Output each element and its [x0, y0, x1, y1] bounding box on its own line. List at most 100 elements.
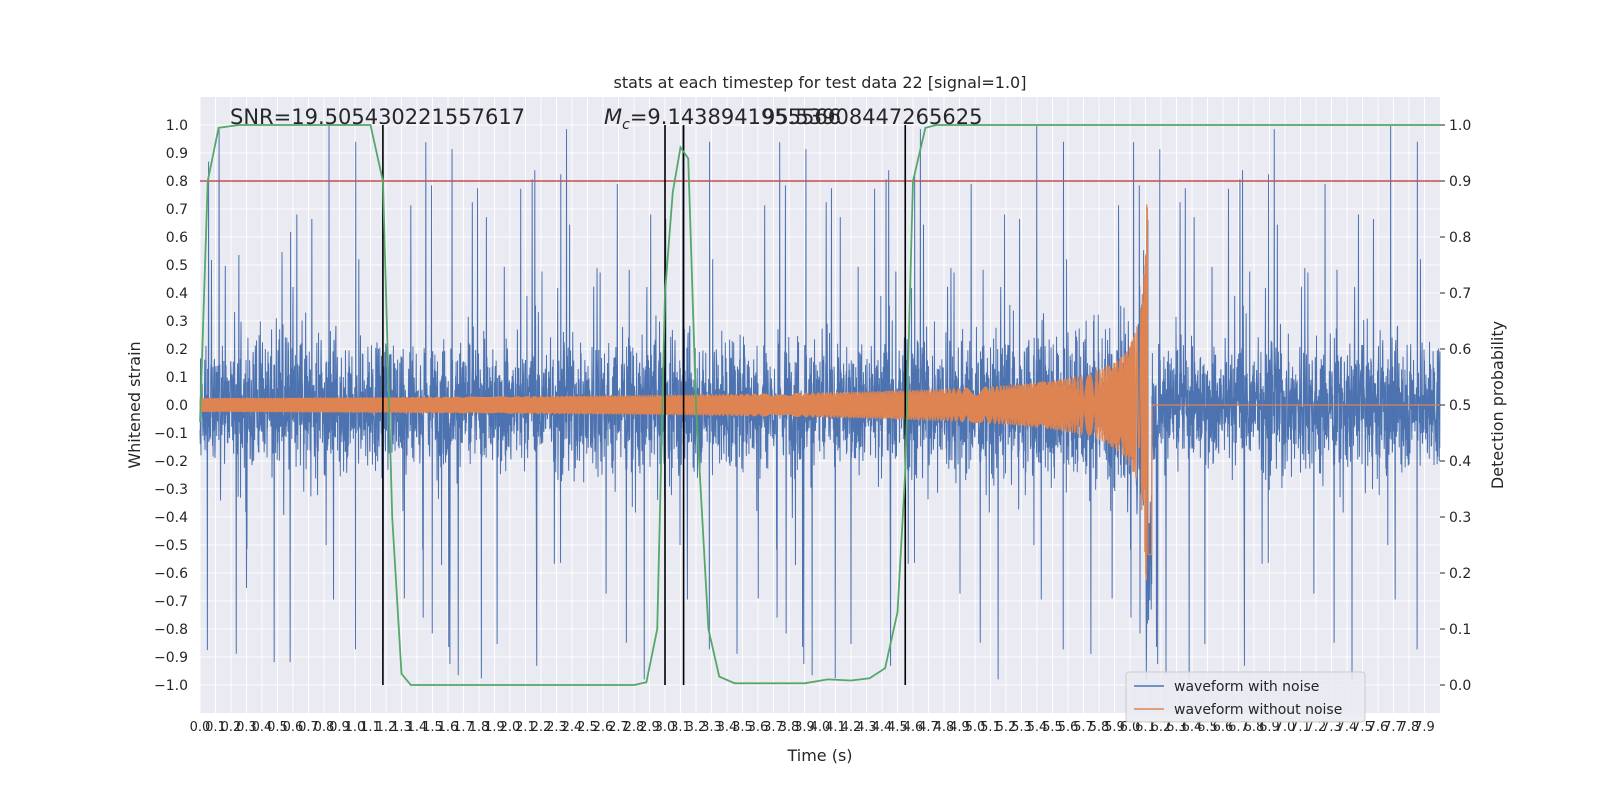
- y2-tick-label: 1.0: [1449, 118, 1471, 134]
- legend-label-noise: waveform with noise: [1174, 679, 1319, 695]
- chirp-mass-value: =9.1438941955566: [630, 105, 841, 129]
- x-tick-label: 1.8: [469, 720, 490, 735]
- x-tick-label: 3.5: [732, 720, 753, 735]
- x-tick-label: 7.8: [1399, 720, 1420, 735]
- y2-tick-label: 0.8: [1449, 230, 1471, 246]
- x-tick-label: 5.1: [980, 720, 1001, 735]
- y-tick-label: 0.2: [166, 342, 188, 358]
- snr-annotation: SNR=19.505430221557617: [230, 105, 525, 129]
- y-tick-label: −0.8: [154, 622, 188, 638]
- x-tick-label: 0.6: [283, 720, 304, 735]
- y2-tick-label: 0.9: [1449, 174, 1471, 190]
- legend-label-clean: waveform without noise: [1174, 702, 1342, 718]
- chirp-mass-subscript: c: [622, 117, 630, 133]
- y2-tick-label: 0.2: [1449, 566, 1471, 582]
- x-tick-label: 3.9: [794, 720, 815, 735]
- x-tick-label: 2.4: [562, 720, 583, 735]
- y-tick-label: −0.3: [154, 482, 188, 498]
- y-tick-label: −0.5: [154, 538, 188, 554]
- clean-path: [199, 204, 1440, 581]
- x-tick-label: 3.2: [686, 720, 707, 735]
- x-tick-label: 0.8: [314, 720, 335, 735]
- y2-tick-label: 0.5: [1449, 398, 1471, 414]
- chirp-mass-annotation: Mc=9.1438941955566: [604, 105, 841, 133]
- x-tick-label: 7.7: [1383, 720, 1404, 735]
- x-tick-label: 3.0: [655, 720, 676, 735]
- y2-tick-label: 0.3: [1449, 510, 1471, 526]
- x-tick-label: 3.7: [763, 720, 784, 735]
- y-tick-label: −0.4: [154, 510, 188, 526]
- x-tick-label: 0.0: [190, 720, 211, 735]
- x-tick-label: 0.1: [205, 720, 226, 735]
- x-tick-label: 4.0: [810, 720, 831, 735]
- x-tick-label: 0.5: [267, 720, 288, 735]
- x-tick-label: 2.5: [577, 720, 598, 735]
- x-tick-label: 6.1: [1135, 720, 1156, 735]
- y-tick-label: 0.5: [166, 258, 188, 274]
- chirp-mass-symbol: M: [604, 105, 622, 129]
- x-tick-label: 1.2: [376, 720, 397, 735]
- y-tick-label: −0.2: [154, 454, 188, 470]
- y2-tick-label: 0.6: [1449, 342, 1471, 358]
- waveform-without-noise-line: [199, 204, 1440, 581]
- y-tick-label: 0.4: [166, 286, 188, 302]
- probability-path: [199, 124, 1440, 686]
- x-tick-label: 0.2: [221, 720, 242, 735]
- waveform-with-noise-line: [199, 125, 1441, 680]
- x-tick-label: 6.5: [1197, 720, 1218, 735]
- detection-probability-line: [199, 124, 1440, 686]
- noise-path: [199, 125, 1441, 680]
- x-tick-label: 2.6: [593, 720, 614, 735]
- y-tick-label: 1.0: [166, 118, 188, 134]
- x-tick-label: 5.9: [1104, 720, 1125, 735]
- x-tick-label: 6.0: [1120, 720, 1141, 735]
- y-tick-label: −0.6: [154, 566, 188, 582]
- y2-tick-label: 0.1: [1449, 622, 1471, 638]
- x-axis-label: Time (s): [786, 746, 852, 765]
- overlap-annotation: 95.53908447265625: [762, 105, 982, 129]
- x-tick-label: 2.9: [639, 720, 660, 735]
- x-tick-label: 3.6: [748, 720, 769, 735]
- y-tick-label: 0.6: [166, 230, 188, 246]
- x-tick-label: 6.4: [1182, 720, 1203, 735]
- x-tick-label: 1.6: [438, 720, 459, 735]
- y-tick-label: −0.1: [154, 426, 188, 442]
- x-tick-label: 4.4: [872, 720, 893, 735]
- x-tick-label: 7.3: [1321, 720, 1342, 735]
- x-tick-label: 1.9: [484, 720, 505, 735]
- x-tick-label: 6.7: [1228, 720, 1249, 735]
- x-tick-label: 5.5: [1042, 720, 1063, 735]
- x-tick-label: 7.1: [1290, 720, 1311, 735]
- x-tick-label: 7.0: [1275, 720, 1296, 735]
- x-tick-label: 0.7: [298, 720, 319, 735]
- x-tick-label: 3.3: [701, 720, 722, 735]
- y-tick-label: 0.9: [166, 146, 188, 162]
- x-tick-label: 1.4: [407, 720, 428, 735]
- x-tick-label: 3.8: [779, 720, 800, 735]
- x-tick-label: 6.3: [1166, 720, 1187, 735]
- x-tick-label: 2.2: [531, 720, 552, 735]
- detection-markers: [382, 125, 907, 685]
- x-tick-label: 7.5: [1352, 720, 1373, 735]
- y-axis-label: Whitened strain: [125, 341, 144, 468]
- x-tick-label: 4.2: [841, 720, 862, 735]
- y2-tick-label: 0.7: [1449, 286, 1471, 302]
- x-tick-label: 4.5: [887, 720, 908, 735]
- chart-title: stats at each timestep for test data 22 …: [614, 73, 1027, 92]
- x-tick-label: 4.8: [934, 720, 955, 735]
- x-tick-label: 2.0: [500, 720, 521, 735]
- y2-tick-label: 0.4: [1449, 454, 1471, 470]
- x-tick-label: 3.1: [670, 720, 691, 735]
- y-tick-label: 0.0: [166, 398, 188, 414]
- x-tick-label: 4.7: [918, 720, 939, 735]
- x-tick-label: 6.2: [1151, 720, 1172, 735]
- x-tick-label: 7.2: [1306, 720, 1327, 735]
- legend: waveform with noise waveform without noi…: [1125, 671, 1366, 723]
- x-tick-label: 1.7: [453, 720, 474, 735]
- x-tick-label: 5.4: [1027, 720, 1048, 735]
- x-tick-label: 4.3: [856, 720, 877, 735]
- y-tick-label: 0.7: [166, 202, 188, 218]
- x-tick-label: 5.3: [1011, 720, 1032, 735]
- y2-axis-label: Detection probability: [1488, 321, 1507, 489]
